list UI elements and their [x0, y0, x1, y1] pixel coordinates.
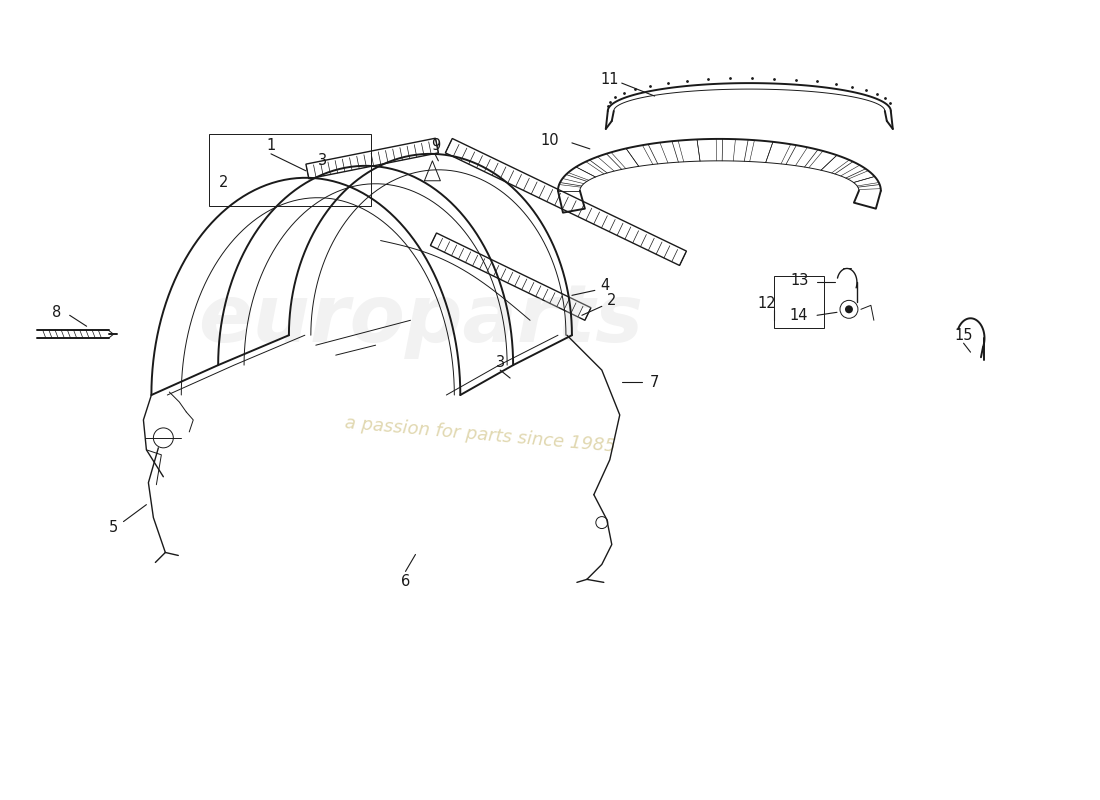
Text: 10: 10 — [541, 134, 559, 149]
Circle shape — [845, 306, 853, 314]
Text: 4: 4 — [601, 278, 609, 293]
Text: 12: 12 — [758, 296, 777, 311]
Text: 11: 11 — [601, 72, 619, 86]
Text: a passion for parts since 1985: a passion for parts since 1985 — [344, 414, 616, 456]
Text: 2: 2 — [607, 293, 616, 308]
Text: 8: 8 — [52, 305, 62, 320]
Text: 5: 5 — [109, 520, 118, 535]
Text: 6: 6 — [400, 574, 410, 589]
Text: 14: 14 — [790, 308, 808, 322]
Bar — [209, 134, 371, 206]
Text: 3: 3 — [318, 154, 328, 168]
Text: 7: 7 — [650, 374, 659, 390]
Text: 9: 9 — [431, 138, 440, 154]
Text: 15: 15 — [955, 328, 972, 342]
Text: 2: 2 — [219, 175, 228, 190]
Polygon shape — [306, 138, 439, 178]
Bar — [774, 277, 824, 328]
Text: europarts: europarts — [198, 282, 644, 359]
Polygon shape — [430, 233, 591, 320]
Text: 3: 3 — [496, 354, 505, 370]
Polygon shape — [446, 138, 686, 266]
Text: 1: 1 — [266, 138, 276, 154]
Text: 13: 13 — [790, 273, 808, 288]
